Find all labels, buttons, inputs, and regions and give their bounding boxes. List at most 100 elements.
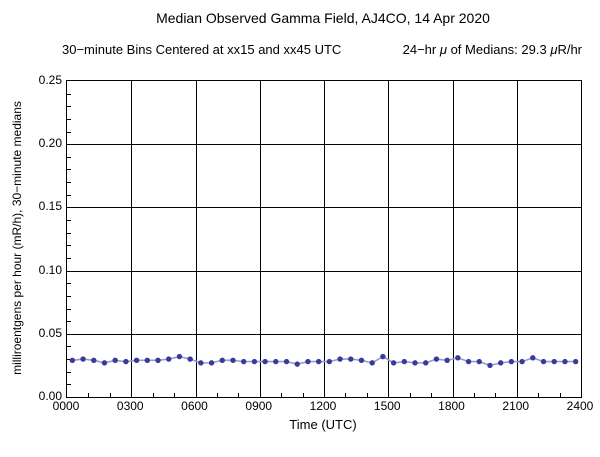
data-point <box>348 356 354 362</box>
data-point <box>230 357 236 364</box>
y-minor-tick <box>67 295 71 297</box>
data-point <box>444 357 450 364</box>
chart-title: Median Observed Gamma Field, AJ4CO, 14 A… <box>156 10 490 26</box>
subtitle-mean-text: 24−hr μ of Medians: 29.3 μR/hr <box>403 42 582 57</box>
x-minor-tick <box>88 393 90 397</box>
data-point <box>412 360 418 366</box>
data-point <box>91 357 97 364</box>
x-tick-label: 2100 <box>502 399 530 413</box>
data-point <box>273 358 279 365</box>
x-minor-tick <box>409 393 411 397</box>
data-point <box>133 357 140 364</box>
data-point <box>123 358 129 365</box>
data-point <box>101 360 108 366</box>
x-minor-tick <box>238 393 240 397</box>
data-point <box>69 357 76 364</box>
x-minor-tick <box>495 393 497 397</box>
y-gridline <box>67 144 581 146</box>
x-minor-tick <box>109 393 111 397</box>
y-tick-label: 0.15 <box>38 199 62 214</box>
chart-subtitle: 30−minute Bins Centered at xx15 and xx45… <box>62 42 582 57</box>
x-gridline <box>195 81 197 397</box>
y-tick-label: 0.10 <box>38 262 62 277</box>
data-point <box>208 360 215 366</box>
x-minor-tick <box>538 393 540 397</box>
y-axis-label: milliroentgens per hour (mR/h), 30−minut… <box>10 101 24 375</box>
y-minor-tick <box>67 194 71 196</box>
y-minor-tick <box>67 169 71 171</box>
y-minor-tick <box>67 371 71 373</box>
y-minor-tick <box>67 118 71 120</box>
data-point <box>562 358 568 365</box>
x-minor-tick <box>473 393 475 397</box>
y-minor-tick <box>67 232 71 234</box>
x-minor-tick <box>345 393 347 397</box>
data-point <box>112 357 118 364</box>
y-tick-label: 0.00 <box>38 389 62 403</box>
data-point <box>476 358 482 365</box>
data-point <box>198 360 204 366</box>
data-point <box>176 353 183 360</box>
data-point <box>508 358 515 365</box>
data-point <box>337 356 343 362</box>
y-minor-tick <box>67 106 71 108</box>
data-point <box>530 355 536 361</box>
x-tick-label: 0900 <box>245 399 273 413</box>
data-point <box>262 358 268 365</box>
x-tick-label: 1800 <box>438 399 465 413</box>
x-gridline <box>388 81 390 397</box>
data-point <box>294 361 300 367</box>
data-point <box>240 358 247 365</box>
data-series <box>69 353 579 369</box>
x-tick-label: 1200 <box>309 399 337 413</box>
y-minor-tick <box>67 359 71 361</box>
y-minor-tick <box>67 257 71 259</box>
subtitle-mean-segment: 24−hr <box>402 42 440 57</box>
subtitle-bins-text: 30−minute Bins Centered at xx15 and xx45… <box>62 42 342 57</box>
y-minor-tick <box>67 93 71 95</box>
data-point <box>465 358 472 365</box>
data-point <box>497 360 504 366</box>
data-point <box>369 360 375 366</box>
x-gridline <box>131 81 133 397</box>
y-gridline <box>67 333 581 335</box>
y-minor-tick <box>67 220 71 222</box>
x-gridline <box>259 81 261 397</box>
y-minor-tick <box>67 308 71 310</box>
x-minor-tick <box>281 393 283 397</box>
y-minor-tick <box>67 156 71 158</box>
data-point <box>187 356 193 362</box>
y-minor-tick <box>67 346 71 348</box>
x-minor-tick <box>366 393 368 397</box>
plot-area <box>66 80 582 398</box>
data-point <box>155 357 161 364</box>
data-point <box>144 357 151 364</box>
y-minor-tick <box>67 283 71 285</box>
mu-symbol: μ <box>550 42 558 57</box>
x-tick-label: 2400 <box>566 399 594 413</box>
data-point <box>380 353 386 360</box>
y-gridline <box>67 270 581 272</box>
data-point <box>390 360 397 366</box>
x-axis-label: Time (UTC) <box>289 417 357 432</box>
data-point <box>305 358 311 365</box>
x-tick-label: 1500 <box>373 399 401 413</box>
data-point <box>423 360 429 366</box>
y-minor-tick <box>67 245 71 247</box>
x-gridline <box>452 81 454 397</box>
x-minor-tick <box>302 393 304 397</box>
y-gridline <box>67 207 581 209</box>
data-point <box>519 358 525 365</box>
data-point <box>219 357 225 364</box>
x-gridline <box>516 81 518 397</box>
data-point <box>540 358 547 365</box>
data-point <box>80 356 86 362</box>
subtitle-mean-segment: R/hr <box>557 42 582 57</box>
x-minor-tick <box>559 393 561 397</box>
data-point <box>572 358 579 365</box>
data-point <box>251 358 258 365</box>
x-tick-label: 0600 <box>181 399 208 413</box>
data-point <box>326 358 333 365</box>
y-tick-label: 0.20 <box>38 136 62 151</box>
